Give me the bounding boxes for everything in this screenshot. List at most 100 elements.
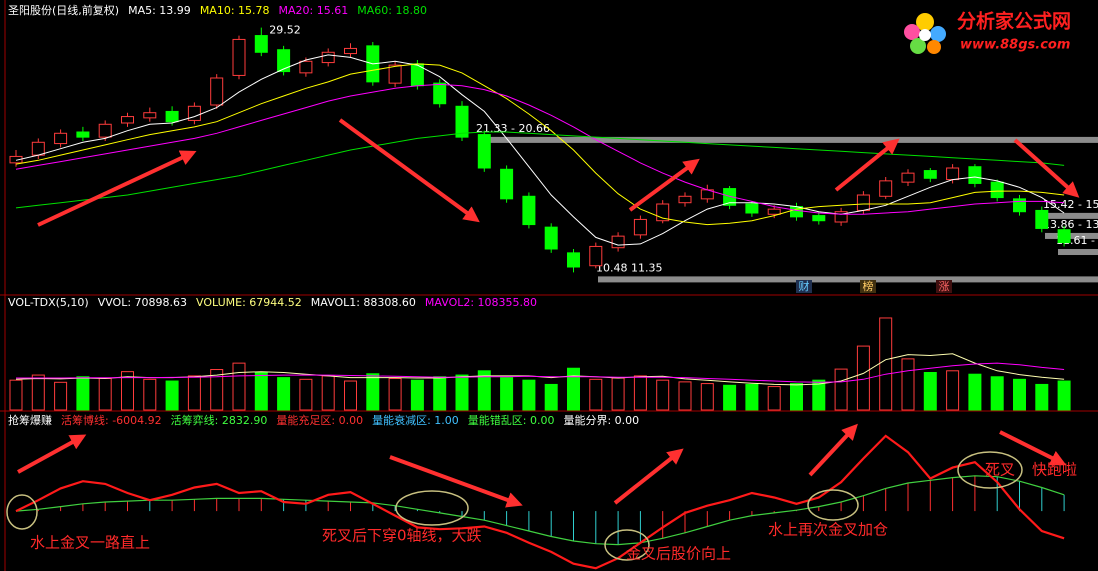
mavol-line — [16, 362, 1065, 383]
arrow — [37, 150, 197, 227]
header-label: VOL-TDX(5,10) — [8, 296, 89, 309]
volume-bar — [31, 374, 45, 411]
candle-body — [455, 105, 469, 138]
volume-bar — [968, 373, 982, 411]
candle-body — [544, 226, 558, 250]
event-badge — [860, 280, 876, 293]
arrow — [389, 455, 523, 508]
volume-bar — [544, 383, 558, 411]
candle-body — [567, 252, 580, 268]
volume-bar — [879, 317, 893, 411]
volume-bar — [344, 380, 357, 411]
volume-bar — [745, 383, 759, 411]
header-label: MA10: 15.78 — [200, 4, 270, 17]
event-label: 榜 — [863, 279, 874, 293]
volume-bar — [834, 368, 848, 411]
candle-body — [254, 35, 268, 53]
level-bar — [478, 136, 1098, 143]
volume-bar — [500, 377, 514, 411]
candle-body — [500, 168, 514, 200]
volume-bar — [76, 376, 90, 411]
level-label: 13.86 - 13 — [1043, 218, 1098, 231]
candle-body — [54, 132, 68, 145]
ellipse — [807, 489, 859, 521]
header-label: VOLUME: 67944.52 — [196, 296, 302, 309]
candle-body — [165, 110, 179, 123]
arrow — [17, 434, 87, 474]
volume-bar — [143, 378, 157, 411]
volume-bar — [611, 377, 625, 411]
volume-bar — [410, 379, 424, 411]
candle-body — [723, 188, 737, 206]
indicator-line — [15, 475, 1065, 546]
volume-bar — [277, 377, 291, 411]
candle-body — [388, 64, 402, 84]
volume-bar — [790, 383, 803, 411]
candle-body — [633, 218, 647, 236]
header-label: 量能分界: 0.00 — [563, 413, 639, 427]
ellipse — [957, 451, 1023, 489]
indicator-line — [15, 434, 1065, 570]
level-label: 10.48 11.35 — [596, 261, 662, 274]
header-label: 活筹弈线: 2832.90 — [171, 413, 268, 427]
candle-body — [611, 235, 625, 249]
volume-bar — [433, 376, 447, 411]
arrow — [338, 118, 480, 223]
candle-body — [477, 134, 491, 169]
event-badge — [796, 280, 812, 293]
volume-bar — [232, 362, 246, 411]
candle-body — [433, 82, 447, 105]
arrow — [1013, 138, 1080, 198]
logo-url: www.88gs.com — [960, 38, 1070, 53]
annotation: 死叉后下穿0轴线，大跌 — [322, 527, 482, 545]
volume-bar — [121, 371, 134, 411]
header-label: 量能错乱区: 0.00 — [468, 413, 555, 427]
candle-body — [901, 172, 915, 183]
arrow — [999, 430, 1067, 466]
arrow — [628, 158, 700, 212]
candle-body — [1013, 198, 1026, 213]
logo-petal — [910, 38, 926, 54]
candle-body — [834, 211, 848, 223]
annotation: 金叉后股价向上 — [626, 545, 731, 563]
candle-body — [678, 195, 692, 204]
candle-body — [187, 105, 201, 121]
candle-body — [143, 112, 157, 119]
candle-body — [121, 116, 134, 124]
logo-center — [919, 29, 931, 41]
candle-body — [589, 245, 603, 267]
candle-body — [232, 38, 246, 76]
event-label: 涨 — [939, 280, 950, 293]
candle-body — [321, 51, 335, 64]
candle-body — [210, 77, 224, 106]
logo: 分析家公式网 www.88gs.com — [904, 10, 1071, 54]
logo-petal — [927, 40, 941, 54]
level-bar — [598, 276, 1098, 283]
candle-body — [946, 167, 960, 181]
volume-bar — [455, 374, 469, 411]
candle-body — [1035, 209, 1049, 229]
level-bar — [1045, 232, 1098, 239]
peak-label: 29.52 — [269, 24, 301, 37]
header-label: MAVOL1: 88308.60 — [311, 296, 416, 309]
volume-bar — [901, 358, 915, 411]
logo-petal — [930, 26, 946, 42]
volume-bar — [656, 379, 670, 411]
volume-bar — [812, 379, 826, 411]
candle-body — [990, 181, 1004, 199]
volume-bar — [633, 375, 647, 411]
ellipse — [395, 490, 469, 526]
candle-body — [299, 60, 313, 74]
candle-body — [344, 47, 357, 55]
volume-bar — [589, 378, 603, 411]
volume-bar — [767, 386, 781, 411]
header-label: VVOL: 70898.63 — [98, 296, 187, 309]
volume-bar — [165, 380, 179, 411]
candle-body — [277, 49, 291, 73]
arrows — [17, 118, 1080, 508]
volume-bar — [366, 373, 380, 411]
volume-bar — [477, 370, 491, 411]
candle-body — [1057, 229, 1071, 244]
volume-bar — [388, 377, 402, 411]
level-bar — [1045, 212, 1098, 219]
